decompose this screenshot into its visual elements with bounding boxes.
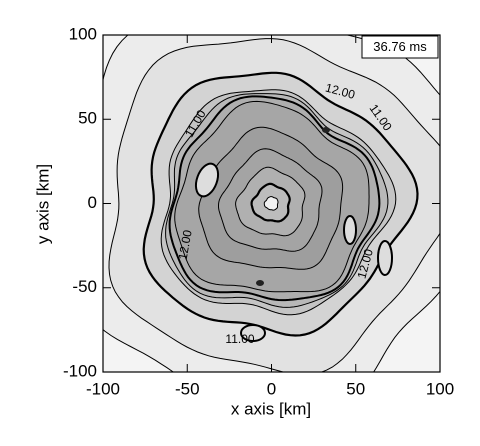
annotation: 36.76 ms bbox=[373, 39, 427, 54]
x-tick-label: -100 bbox=[86, 379, 120, 398]
annotation-box bbox=[361, 35, 439, 59]
contour-line bbox=[263, 196, 279, 211]
contour-island bbox=[377, 240, 393, 276]
x-tick-label: 100 bbox=[426, 379, 454, 398]
x-axis-label: x axis [km] bbox=[231, 399, 311, 418]
contour-dot bbox=[256, 280, 264, 286]
contour-label: 12.00 bbox=[176, 229, 195, 261]
x-tick-label: 50 bbox=[346, 379, 365, 398]
contour-island bbox=[240, 324, 266, 342]
y-axis-label: y axis [km] bbox=[33, 164, 52, 244]
contour-dot bbox=[322, 127, 330, 133]
y-tick-label: -100 bbox=[63, 361, 97, 380]
y-tick-label: -50 bbox=[72, 277, 97, 296]
y-tick-label: 0 bbox=[88, 193, 97, 212]
x-tick-label: 0 bbox=[267, 379, 276, 398]
x-tick-label: -50 bbox=[175, 379, 200, 398]
contour-island bbox=[194, 162, 220, 198]
y-tick-label: 50 bbox=[78, 109, 97, 128]
contour-label: 11.00 bbox=[225, 332, 254, 346]
contour-field bbox=[103, 35, 440, 372]
contour-island bbox=[343, 215, 357, 245]
y-tick-label: 100 bbox=[69, 24, 97, 43]
